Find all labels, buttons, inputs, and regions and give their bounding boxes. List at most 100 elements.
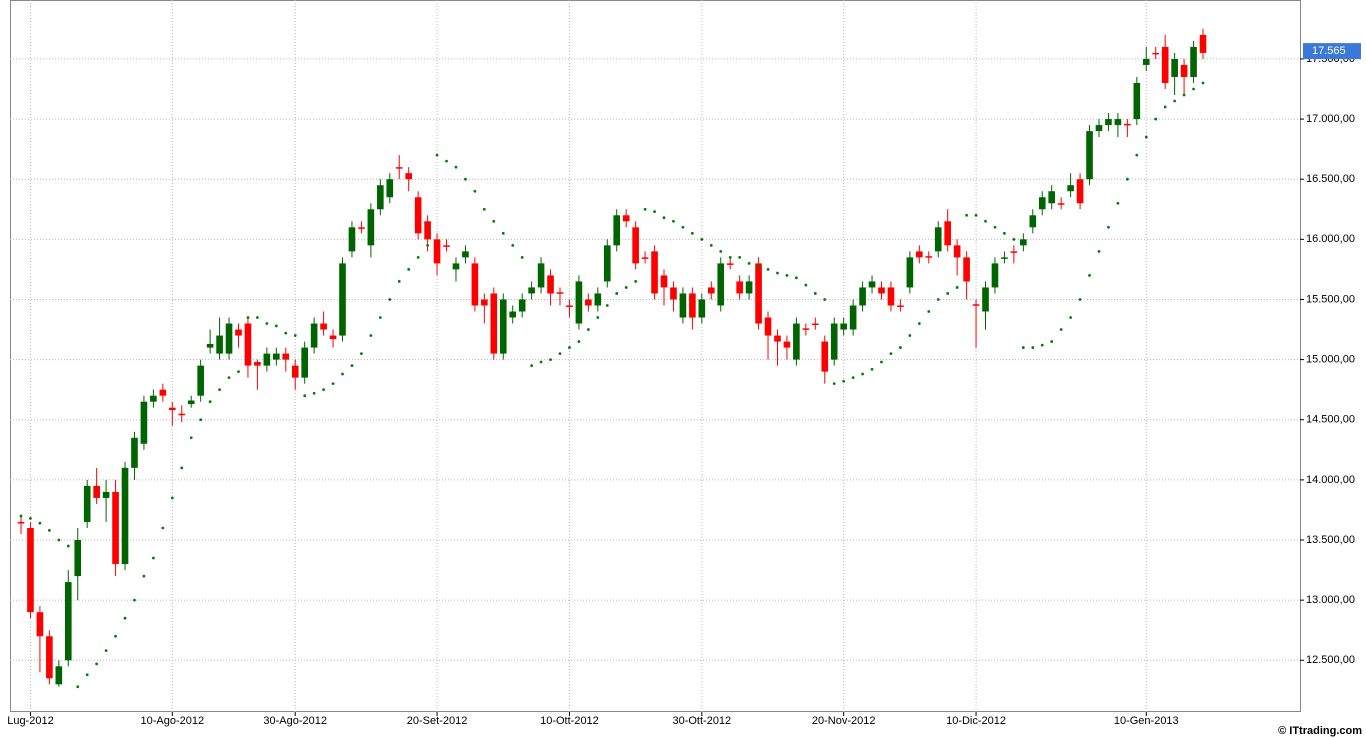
candle-body — [925, 256, 933, 258]
sar-dot — [974, 213, 978, 217]
sar-dot — [369, 334, 373, 337]
sar-dot — [19, 514, 23, 518]
sar-dot — [464, 177, 467, 181]
sar-dot — [1031, 346, 1035, 349]
candle-body — [1105, 119, 1112, 126]
sar-dot — [237, 370, 240, 374]
candle-body — [433, 239, 441, 264]
candle-body — [27, 527, 34, 613]
candle-body — [254, 362, 261, 366]
candle-body — [471, 263, 479, 306]
candle-body — [906, 257, 914, 288]
sar-dot — [1059, 328, 1063, 331]
sar-dot — [946, 292, 950, 295]
candle-body — [244, 323, 252, 366]
candle-body — [1038, 197, 1046, 210]
candle-body — [1020, 239, 1027, 246]
candle-body — [764, 317, 772, 336]
sar-dot — [577, 340, 581, 343]
y-tick-label: 16.500,00 — [1306, 173, 1355, 185]
sar-dot — [861, 372, 864, 376]
x-tick-label: 10-Ott-2012 — [540, 715, 599, 727]
candle-body — [698, 299, 706, 318]
candle-body — [632, 227, 639, 264]
candle-body — [566, 305, 573, 307]
sar-dot — [265, 322, 269, 325]
y-tick-label: 15.500,00 — [1306, 293, 1355, 305]
sar-dot — [766, 268, 770, 271]
candle-body — [1199, 34, 1207, 53]
candle-body — [887, 287, 895, 306]
candle-body — [528, 287, 535, 294]
sar-dot — [104, 649, 108, 653]
sar-dot — [454, 165, 458, 169]
candle-body — [594, 293, 602, 306]
sar-dot — [322, 388, 325, 392]
candle-body — [150, 395, 157, 402]
sar-dot — [804, 283, 808, 287]
candle-body — [367, 209, 375, 246]
x-tick-label: 10-Dic-2012 — [946, 715, 1006, 727]
sar-dot — [407, 268, 411, 271]
candle-body — [1095, 125, 1103, 132]
candle-body — [707, 287, 715, 294]
candle-body — [64, 582, 72, 661]
candle-body — [197, 365, 204, 396]
sar-dot — [114, 634, 117, 638]
sar-dot — [832, 382, 836, 386]
candle-body — [1142, 58, 1150, 65]
sar-dot — [586, 328, 590, 331]
candle-body — [878, 287, 885, 294]
sar-dot — [1078, 298, 1082, 301]
candle-body — [168, 407, 176, 411]
sar-dot — [66, 544, 70, 548]
candle-body — [291, 365, 299, 378]
candle-body — [1133, 82, 1141, 120]
candle-body — [112, 491, 119, 565]
candle-body — [651, 251, 658, 294]
candle-body — [840, 323, 847, 330]
candle-body — [745, 281, 753, 294]
candle-body — [897, 305, 904, 307]
sar-dot — [549, 358, 552, 362]
sar-dot — [1040, 343, 1044, 347]
candle-body — [811, 323, 819, 326]
sar-dot — [672, 219, 675, 223]
candle-body — [443, 245, 450, 247]
sar-dot — [568, 346, 571, 349]
candle-body — [679, 293, 687, 318]
sar-dot — [1003, 231, 1006, 235]
candle-body — [1180, 64, 1188, 77]
candle-body — [273, 353, 280, 360]
candle-body — [348, 227, 356, 252]
y-tick-label: 14.500,00 — [1306, 414, 1355, 426]
sar-dot — [1182, 93, 1186, 97]
sar-dot — [1107, 225, 1110, 229]
sar-dot — [1192, 87, 1195, 91]
sar-dot — [794, 276, 798, 280]
candle-body — [585, 299, 592, 306]
candle-body — [462, 251, 469, 258]
sar-dot — [95, 662, 99, 666]
candle-body — [395, 167, 403, 169]
candle-body — [74, 540, 82, 577]
candle-body — [963, 257, 970, 282]
candle-body — [405, 173, 413, 180]
candle-body — [1010, 251, 1018, 253]
sar-dot — [1012, 237, 1016, 241]
candle-body — [320, 323, 327, 330]
candle-body — [1171, 58, 1178, 77]
sar-dot — [312, 391, 316, 395]
candle-body — [310, 323, 318, 348]
candle-body — [509, 311, 517, 318]
candle-body — [83, 485, 91, 522]
sar-dot — [473, 189, 477, 193]
sar-dot — [29, 516, 32, 520]
candle-body — [1152, 52, 1160, 55]
y-tick-label: 13.000,00 — [1306, 594, 1355, 606]
candle-body — [830, 323, 838, 360]
candle-body — [641, 257, 649, 259]
